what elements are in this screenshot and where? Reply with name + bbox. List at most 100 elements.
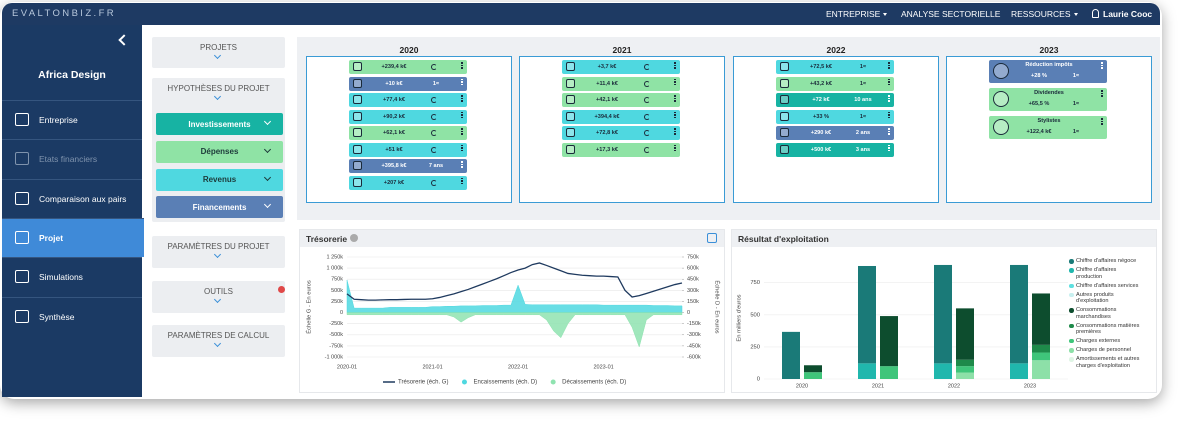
item-icon xyxy=(353,111,362,121)
legend-item[interactable]: Chiffre d'affaires production xyxy=(1068,267,1140,280)
section-title[interactable]: PROJETS xyxy=(200,43,237,52)
section-title[interactable]: PARAMÈTRES DU PROJET xyxy=(167,242,270,251)
legend-item[interactable]: Charges de personnel xyxy=(1068,347,1140,354)
item-card[interactable]: +51 k€ xyxy=(349,142,467,157)
item-card[interactable]: +3,7 k€ xyxy=(562,60,680,74)
menu-dot xyxy=(888,144,890,146)
legend-item[interactable]: Consommations marchandises xyxy=(1068,307,1140,320)
refresh-icon xyxy=(431,179,437,186)
menu-dot xyxy=(674,100,676,102)
settings-panel: OUTILS xyxy=(152,281,285,313)
hypothesis-button[interactable]: Dépenses xyxy=(156,140,283,163)
item-card[interactable]: +42,1 k€ xyxy=(562,93,680,107)
menu-dot xyxy=(461,81,463,83)
refresh-icon xyxy=(644,97,650,103)
item-period: 1≈ xyxy=(859,80,867,87)
nav-item[interactable]: Entreprise xyxy=(2,100,142,139)
legend-item[interactable]: Amortissements et autres charges d'explo… xyxy=(1068,356,1140,369)
year-box: Réduction impôts +28 % 1≈ Dividendes +65,5 %… xyxy=(946,56,1152,203)
company-name: Africa Design xyxy=(38,69,106,81)
item-value: +65,5 % xyxy=(1028,101,1050,107)
item-period: 10 ans xyxy=(854,97,872,103)
legend-item[interactable]: Chiffre d'affaires négoce xyxy=(1068,258,1140,265)
item-card[interactable]: +43,2 k€ 1≈ xyxy=(776,76,894,91)
menu-dot xyxy=(674,62,676,64)
item-card[interactable]: +17,3 k€ xyxy=(562,142,680,157)
item-value: +72 k€ xyxy=(812,97,830,103)
section-title[interactable]: PARAMÈTRES DE CALCUL xyxy=(167,331,270,340)
menu-dot xyxy=(888,100,890,102)
item-card[interactable]: +500 k€ 3 ans xyxy=(776,142,894,157)
legend-label: Amortissements et autres charges d'explo… xyxy=(1076,356,1140,369)
legend-label: Chiffre d'affaires services xyxy=(1076,282,1139,289)
item-card[interactable]: +11,4 k€ xyxy=(562,76,680,91)
hypothesis-button[interactable]: Financements xyxy=(156,196,283,219)
user-name[interactable]: Laurie Cooc xyxy=(1103,9,1153,19)
item-card[interactable]: +72 k€ 10 ans xyxy=(776,93,894,107)
section-title[interactable]: OUTILS xyxy=(204,287,233,296)
item-icon xyxy=(353,161,362,170)
menu-dot xyxy=(674,78,676,80)
section-title[interactable]: HYPOTHÈSES DU PROJET xyxy=(167,84,270,93)
item-card[interactable]: +239,4 k€ xyxy=(349,60,467,74)
item-icon xyxy=(780,111,789,121)
item-card[interactable]: +10 k€ 1≈ xyxy=(349,76,467,91)
legend-swatch xyxy=(1069,348,1074,353)
nav-item[interactable]: Comparaison aux pairs xyxy=(2,178,142,218)
menu-item[interactable]: ANALYSE SECTORIELLE xyxy=(901,9,1001,19)
item-icon xyxy=(353,95,362,104)
item-value: +28 % xyxy=(1030,73,1048,79)
item-card[interactable]: Stylistes +122,4 k€ 1≈ xyxy=(989,116,1107,139)
item-value: +77,4 k€ xyxy=(383,97,405,103)
item-icon xyxy=(353,177,362,187)
chart-panel: Trésorerie xyxy=(299,229,725,393)
item-card[interactable]: +33 % 1≈ xyxy=(776,109,894,124)
item-card[interactable]: +394,4 k€ xyxy=(562,109,680,124)
item-card[interactable]: +290 k€ 2 ans xyxy=(776,126,894,140)
menu-item[interactable]: ENTREPRISE xyxy=(826,9,888,19)
nav-item[interactable]: Synthèse xyxy=(2,296,142,336)
top-bar: EVALTONBIZ.FR ENTREPRISE ANALYSE SECTORIEL… xyxy=(2,3,1160,25)
item-icon xyxy=(780,78,789,88)
item-card[interactable]: +77,4 k€ xyxy=(349,93,467,107)
item-icon xyxy=(566,111,575,121)
zoom-icon[interactable] xyxy=(707,233,717,243)
item-card[interactable]: +207 k€ xyxy=(349,175,467,190)
menu-dot xyxy=(1101,118,1103,120)
item-icon xyxy=(353,62,362,71)
collapse[interactable] xyxy=(118,34,130,46)
chevron xyxy=(263,173,272,181)
nav-item[interactable]: Projet xyxy=(2,217,144,257)
item-card[interactable]: +90,2 k€ xyxy=(349,109,467,124)
menu-dot xyxy=(888,111,890,113)
item-card[interactable]: +72,8 k€ xyxy=(562,126,680,140)
menu-dot xyxy=(888,116,890,118)
menu-item[interactable]: RESSOURCES xyxy=(1011,9,1078,19)
chart-header: Résultat d'exploitation xyxy=(732,230,1156,247)
hypothesis-button[interactable]: Investissements xyxy=(156,113,283,135)
legend-label: Consommations marchandises xyxy=(1076,307,1117,320)
year-label: 2023 xyxy=(1039,45,1059,55)
item-card[interactable]: +62,1 k€ xyxy=(349,126,467,140)
nav-item[interactable]: Simulations xyxy=(2,257,142,296)
item-card[interactable]: +72,5 k€ 1≈ xyxy=(776,60,894,74)
item-value: +10 k€ xyxy=(385,80,403,87)
menu-dot xyxy=(674,83,676,85)
legend-item[interactable]: Chiffre d'affaires services xyxy=(1068,283,1140,290)
item-card[interactable]: +395,8 k€ 7 ans xyxy=(349,159,467,173)
menu-dot xyxy=(461,128,463,130)
item-value: +239,4 k€ xyxy=(381,64,407,70)
legend-item[interactable]: Autres produits d'exploitation xyxy=(1068,292,1140,305)
item-label: Réduction impôts xyxy=(1025,62,1073,68)
legend-item[interactable]: Charges externes xyxy=(1068,338,1140,345)
menu-dot xyxy=(888,114,890,116)
hypothesis-button[interactable]: Revenus xyxy=(156,168,283,191)
item-card[interactable]: Réduction impôts +28 % 1≈ xyxy=(989,60,1107,83)
nav-item[interactable]: Etats financiers xyxy=(2,139,142,178)
menu-dot xyxy=(674,144,676,146)
menu-dot xyxy=(461,67,463,69)
menu-dot xyxy=(674,114,676,116)
menu-dot xyxy=(674,116,676,118)
item-card[interactable]: Dividendes +65,5 % 1≈ xyxy=(989,88,1107,111)
legend-item[interactable]: Consommations matières premières xyxy=(1068,323,1140,336)
